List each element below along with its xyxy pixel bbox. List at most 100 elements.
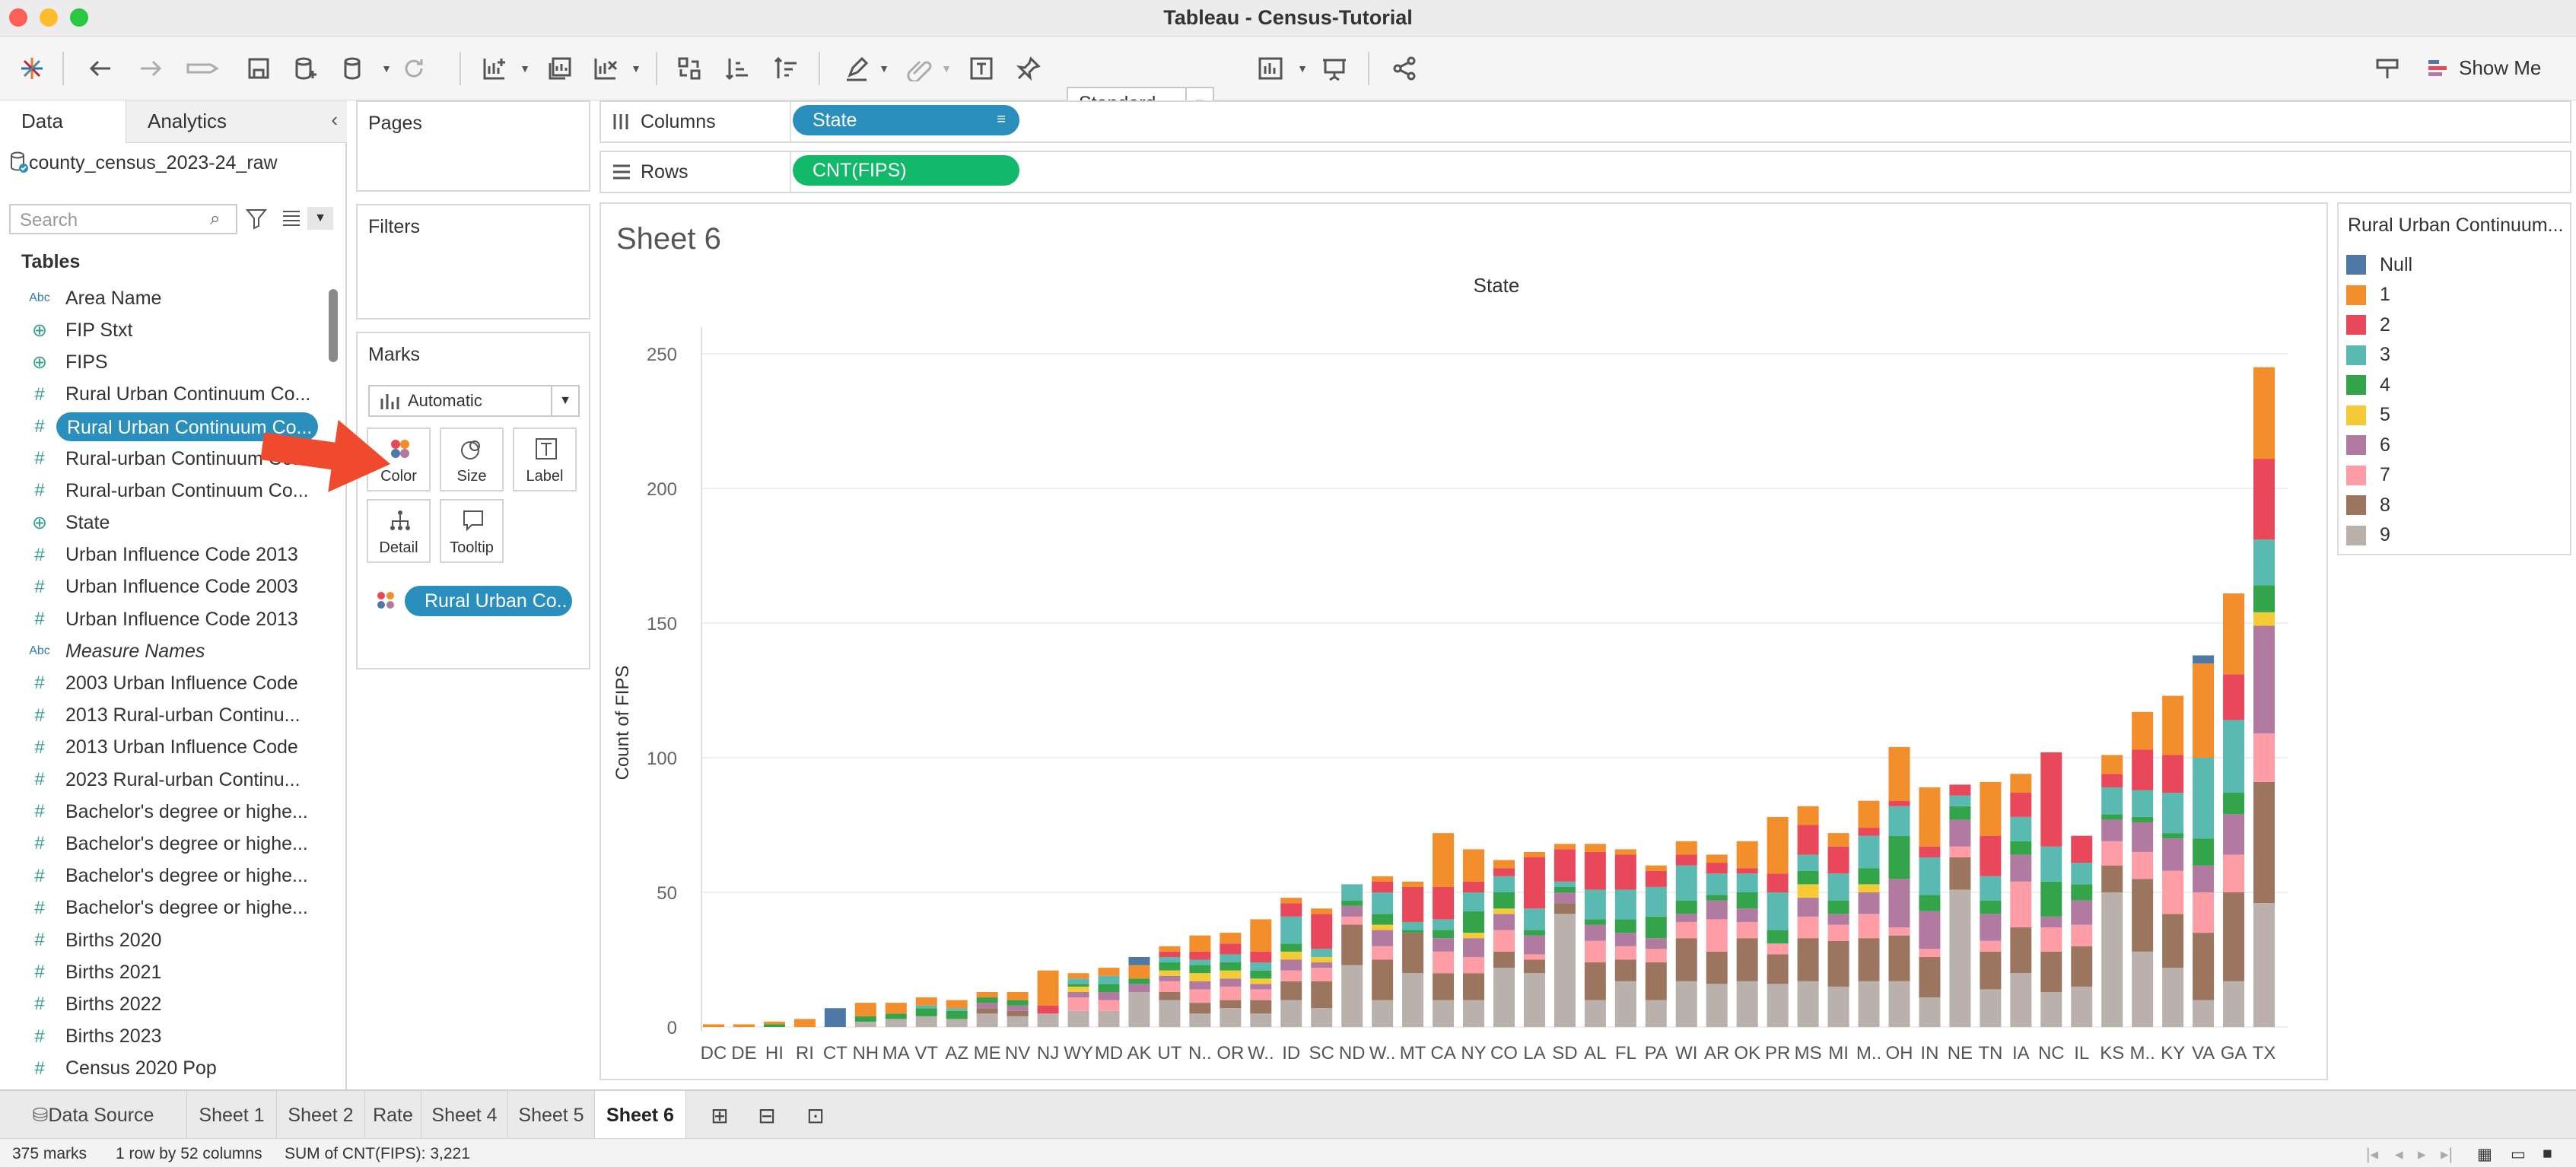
sheet-tab[interactable]: Sheet 6 [595, 1091, 686, 1140]
bar-segment[interactable] [885, 1003, 907, 1014]
legend-item[interactable]: 6 [2346, 431, 2390, 459]
bar-segment[interactable] [1280, 943, 1302, 952]
bar-segment[interactable] [2132, 851, 2154, 879]
bar-segment[interactable] [1372, 959, 1394, 1000]
field-item[interactable]: #2003 Urban Influence Code [0, 668, 320, 698]
bar-segment[interactable] [1433, 930, 1455, 939]
bar-segment[interactable] [1858, 835, 1880, 869]
color-field-pill[interactable]: Rural Urban Co.. [405, 586, 572, 616]
group-members-icon[interactable] [902, 53, 936, 84]
field-item[interactable]: #2013 Urban Influence Code [0, 733, 320, 763]
bar-segment[interactable] [2071, 900, 2093, 925]
bar-segment[interactable] [1767, 873, 1789, 892]
bar-segment[interactable] [1797, 884, 1819, 898]
bar-segment[interactable] [1736, 873, 1758, 892]
field-item[interactable]: #2013 Rural-urban Continu... [0, 701, 320, 731]
bar-segment[interactable] [1888, 935, 1910, 981]
bar-segment[interactable] [1280, 898, 1302, 904]
bar-segment[interactable] [1128, 984, 1150, 992]
bar-segment[interactable] [2162, 695, 2184, 755]
show-mark-labels-icon[interactable] [965, 53, 998, 84]
bar-segment[interactable] [1311, 956, 1333, 963]
bar-segment[interactable] [2162, 793, 2184, 834]
bar-segment[interactable] [1554, 886, 1576, 892]
sort-ascending-icon[interactable] [721, 53, 755, 84]
field-item[interactable]: # Births 2021 [0, 957, 320, 987]
bar-segment[interactable] [1493, 914, 1515, 930]
bar-segment[interactable] [2162, 870, 2184, 914]
bar-segment[interactable] [1311, 1008, 1333, 1027]
bar-segment[interactable] [1584, 1000, 1606, 1027]
legend-item[interactable]: 4 [2346, 371, 2390, 399]
bar-segment[interactable] [1888, 879, 1910, 928]
bar-segment[interactable] [1189, 965, 1211, 974]
bar-segment[interactable] [1098, 991, 1120, 1000]
field-item[interactable]: # Births 2020 [0, 925, 320, 956]
bar-segment[interactable] [976, 991, 998, 998]
bar-segment[interactable] [1675, 854, 1697, 866]
bar-segment[interactable] [1341, 965, 1363, 1027]
bar-segment[interactable] [1584, 844, 1606, 852]
bar-segment[interactable] [1128, 978, 1150, 984]
bar-segment[interactable] [1614, 889, 1636, 920]
bar-segment[interactable] [1797, 806, 1819, 825]
bar-segment[interactable] [1706, 919, 1728, 952]
legend-item[interactable]: 5 [2346, 402, 2390, 429]
bar-segment[interactable] [2010, 793, 2032, 817]
bar-segment[interactable] [1463, 1000, 1485, 1027]
bar-segment[interactable] [1128, 991, 1150, 1027]
bar-segment[interactable] [1280, 916, 1302, 944]
bar-segment[interactable] [1159, 946, 1181, 952]
bar-segment[interactable] [1372, 876, 1394, 882]
bar-segment[interactable] [1402, 933, 1424, 974]
bar-segment[interactable] [1250, 978, 1272, 984]
bar-segment[interactable] [2253, 367, 2275, 459]
presentation-mode-icon[interactable] [1318, 53, 1351, 84]
prev-page-icon[interactable]: ◂ [2395, 1146, 2403, 1163]
bar-segment[interactable] [1949, 795, 1971, 806]
bar-segment[interactable] [2162, 755, 2184, 793]
bar-segment[interactable] [1980, 914, 2002, 941]
bar-segment[interactable] [2223, 674, 2245, 720]
bar-segment[interactable] [1797, 981, 1819, 1027]
bar-segment[interactable] [1098, 984, 1120, 992]
bar-segment[interactable] [1919, 997, 1941, 1027]
bar-segment[interactable] [1706, 863, 1728, 874]
bar-segment[interactable] [1402, 930, 1424, 933]
bar-segment[interactable] [1645, 886, 1667, 917]
bar-segment[interactable] [2010, 816, 2032, 841]
bar-segment[interactable] [733, 1024, 755, 1027]
duplicate-sheet-icon[interactable] [543, 53, 577, 84]
bar-segment[interactable] [1645, 865, 1667, 871]
bar-segment[interactable] [1341, 916, 1363, 925]
bar-segment[interactable] [1767, 816, 1789, 874]
legend-item[interactable]: 1 [2346, 281, 2390, 309]
bar-segment[interactable] [1189, 959, 1211, 965]
bar-segment[interactable] [1159, 991, 1181, 1000]
bar-segment[interactable] [1888, 835, 1910, 879]
bar-segment[interactable] [1675, 914, 1697, 922]
first-page-icon[interactable]: |◂ [2366, 1146, 2378, 1163]
bar-segment[interactable] [2223, 854, 2245, 892]
bar-segment[interactable] [1858, 884, 1880, 892]
bar-segment[interactable] [2040, 951, 2062, 992]
bar-segment[interactable] [1827, 846, 1849, 874]
bar-segment[interactable] [1706, 895, 1728, 901]
chevron-down-icon[interactable]: ▼ [381, 62, 392, 75]
bar-segment[interactable] [2253, 459, 2275, 540]
bar-segment[interactable] [2162, 833, 2184, 839]
bar-segment[interactable] [2162, 838, 2184, 871]
bar-segment[interactable] [1463, 849, 1485, 882]
field-item[interactable]: # Urban Influence Code 2013 [0, 540, 320, 571]
bar-segment[interactable] [1523, 954, 1545, 960]
zoom-window-button[interactable] [70, 8, 88, 27]
bar-segment[interactable] [1614, 849, 1636, 855]
bar-segment[interactable] [1250, 951, 1272, 963]
cnt-fips-row-pill[interactable]: CNT(FIPS) [793, 155, 1019, 186]
bar-segment[interactable] [2223, 720, 2245, 793]
bar-segment[interactable] [1220, 970, 1242, 979]
bar-segment[interactable] [1463, 881, 1485, 892]
bar-segment[interactable] [1098, 1000, 1120, 1011]
bar-segment[interactable] [1584, 940, 1606, 963]
bar-segment[interactable] [1675, 921, 1697, 939]
